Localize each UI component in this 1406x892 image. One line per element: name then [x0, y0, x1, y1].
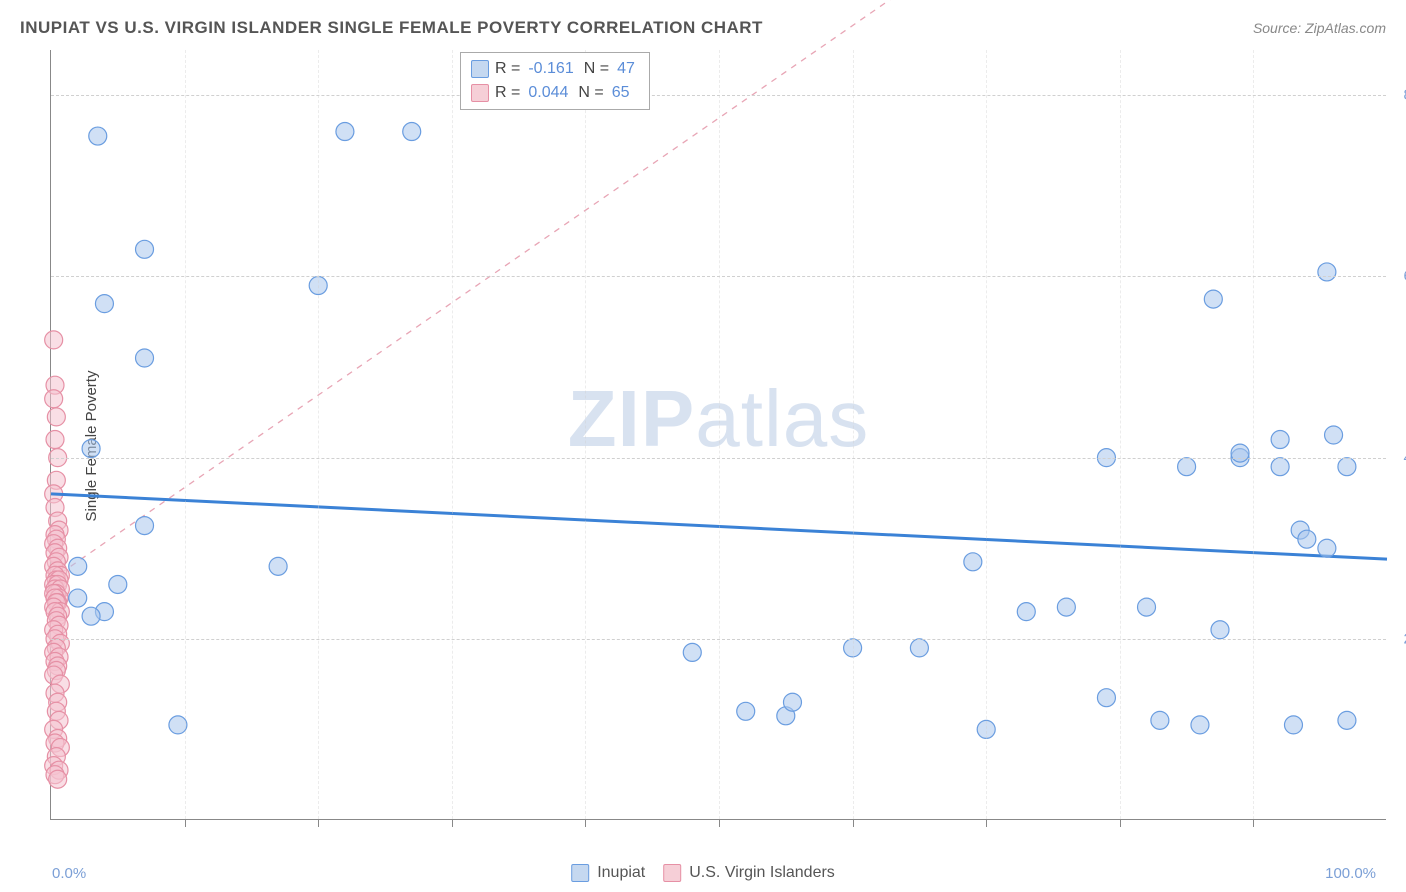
r-value-pink: 0.044 — [528, 81, 568, 105]
data-point — [1271, 431, 1289, 449]
gridline-v — [185, 50, 186, 819]
data-point — [109, 575, 127, 593]
gridline-v — [318, 50, 319, 819]
data-point — [1211, 621, 1229, 639]
data-point — [1138, 598, 1156, 616]
gridline-v — [1120, 50, 1121, 819]
x-tick-max: 100.0% — [1325, 865, 1376, 882]
r-label: R = — [495, 57, 520, 81]
data-point — [45, 331, 63, 349]
data-point — [737, 702, 755, 720]
data-point — [82, 607, 100, 625]
data-point — [136, 517, 154, 535]
tick-x — [986, 819, 987, 827]
data-point — [136, 240, 154, 258]
swatch-pink-icon — [663, 864, 681, 882]
data-point — [964, 553, 982, 571]
gridline-v — [853, 50, 854, 819]
data-point — [45, 390, 63, 408]
n-value-pink: 65 — [612, 81, 630, 105]
data-point — [269, 557, 287, 575]
x-tick-min: 0.0% — [52, 865, 86, 882]
data-point — [783, 693, 801, 711]
source-label: Source: ZipAtlas.com — [1253, 20, 1386, 36]
legend-stats-box: R = -0.161 N = 47 R = 0.044 N = 65 — [460, 52, 650, 110]
tick-x — [318, 819, 319, 827]
n-value-blue: 47 — [617, 57, 635, 81]
data-point — [403, 123, 421, 141]
data-point — [1298, 530, 1316, 548]
legend-stats-row-blue: R = -0.161 N = 47 — [471, 57, 639, 81]
data-point — [46, 431, 64, 449]
gridline-v — [986, 50, 987, 819]
swatch-blue-icon — [571, 864, 589, 882]
tick-x — [853, 819, 854, 827]
data-point — [683, 643, 701, 661]
data-point — [1271, 458, 1289, 476]
gridline-v — [452, 50, 453, 819]
data-point — [1325, 426, 1343, 444]
legend-item-usvi: U.S. Virgin Islanders — [663, 864, 835, 882]
chart-title: INUPIAT VS U.S. VIRGIN ISLANDER SINGLE F… — [20, 18, 763, 38]
data-point — [1178, 458, 1196, 476]
swatch-blue-icon — [471, 60, 489, 78]
gridline-v — [585, 50, 586, 819]
data-point — [1338, 458, 1356, 476]
gridline-v — [1253, 50, 1254, 819]
legend-series: Inupiat U.S. Virgin Islanders — [571, 864, 835, 882]
data-point — [1318, 263, 1336, 281]
r-value-blue: -0.161 — [528, 57, 573, 81]
data-point — [1057, 598, 1075, 616]
data-point — [69, 557, 87, 575]
n-label: N = — [584, 57, 609, 81]
data-point — [1017, 603, 1035, 621]
tick-x — [1120, 819, 1121, 827]
data-point — [69, 589, 87, 607]
gridline-v — [719, 50, 720, 819]
tick-x — [585, 819, 586, 827]
data-point — [1284, 716, 1302, 734]
tick-x — [719, 819, 720, 827]
legend-stats-row-pink: R = 0.044 N = 65 — [471, 81, 639, 105]
data-point — [49, 770, 67, 788]
tick-x — [1253, 819, 1254, 827]
legend-label-usvi: U.S. Virgin Islanders — [689, 864, 835, 882]
tick-x — [185, 819, 186, 827]
data-point — [1151, 711, 1169, 729]
n-label: N = — [578, 81, 603, 105]
data-point — [89, 127, 107, 145]
r-label: R = — [495, 81, 520, 105]
data-point — [1318, 539, 1336, 557]
data-point — [1338, 711, 1356, 729]
data-point — [1231, 444, 1249, 462]
chart-plot-area: ZIPatlas 20.0%40.0%60.0%80.0% — [50, 50, 1386, 820]
data-point — [1191, 716, 1209, 734]
legend-label-inupiat: Inupiat — [597, 864, 645, 882]
data-point — [1204, 290, 1222, 308]
data-point — [95, 295, 113, 313]
data-point — [82, 440, 100, 458]
data-point — [910, 639, 928, 657]
data-point — [1097, 689, 1115, 707]
data-point — [336, 123, 354, 141]
tick-x — [452, 819, 453, 827]
legend-item-inupiat: Inupiat — [571, 864, 645, 882]
swatch-pink-icon — [471, 84, 489, 102]
data-point — [47, 408, 65, 426]
data-point — [136, 349, 154, 367]
